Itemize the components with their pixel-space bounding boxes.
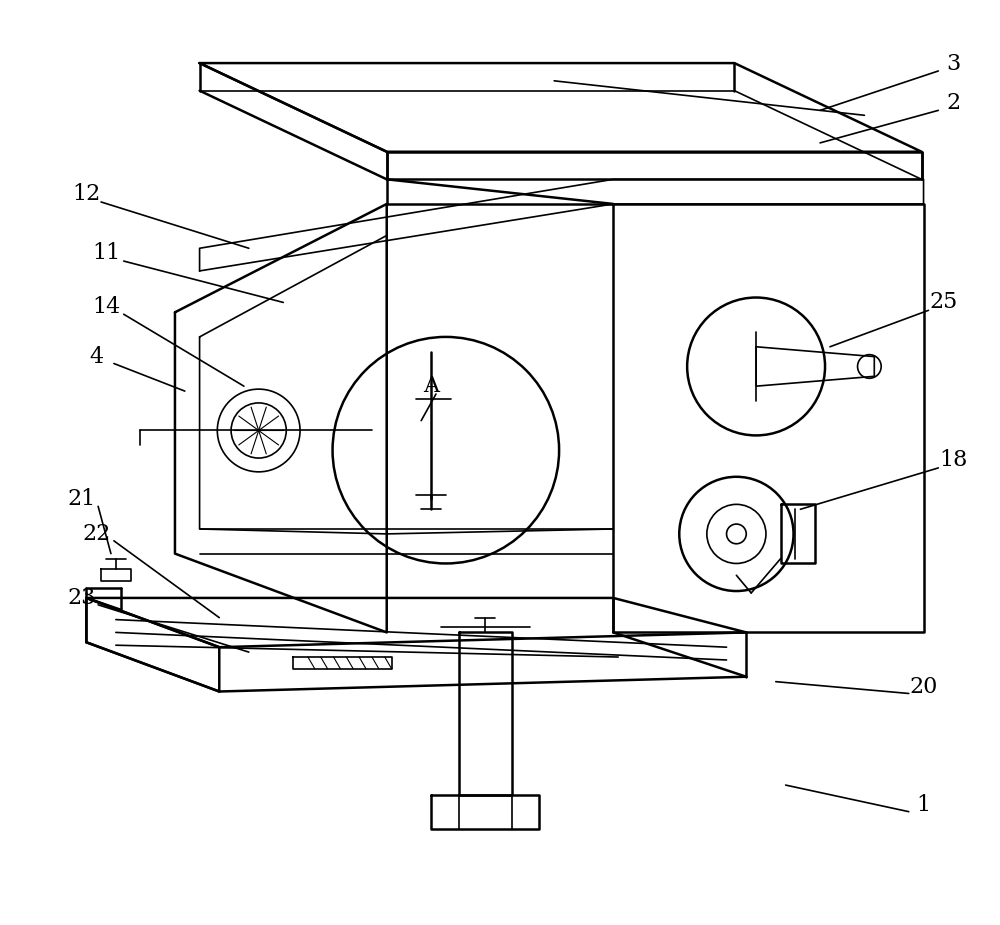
Text: 12: 12 xyxy=(72,183,100,205)
Text: 18: 18 xyxy=(939,449,967,471)
Text: 2: 2 xyxy=(946,92,960,115)
Text: 3: 3 xyxy=(946,53,960,75)
Text: 1: 1 xyxy=(916,794,931,816)
Text: 14: 14 xyxy=(92,296,120,318)
Text: A: A xyxy=(423,376,439,397)
Text: 21: 21 xyxy=(67,488,96,511)
Text: 20: 20 xyxy=(909,675,938,697)
Text: 11: 11 xyxy=(92,242,120,265)
Text: 25: 25 xyxy=(929,291,957,314)
Text: 22: 22 xyxy=(82,523,110,545)
Text: 4: 4 xyxy=(89,346,103,367)
Text: 23: 23 xyxy=(67,587,96,609)
